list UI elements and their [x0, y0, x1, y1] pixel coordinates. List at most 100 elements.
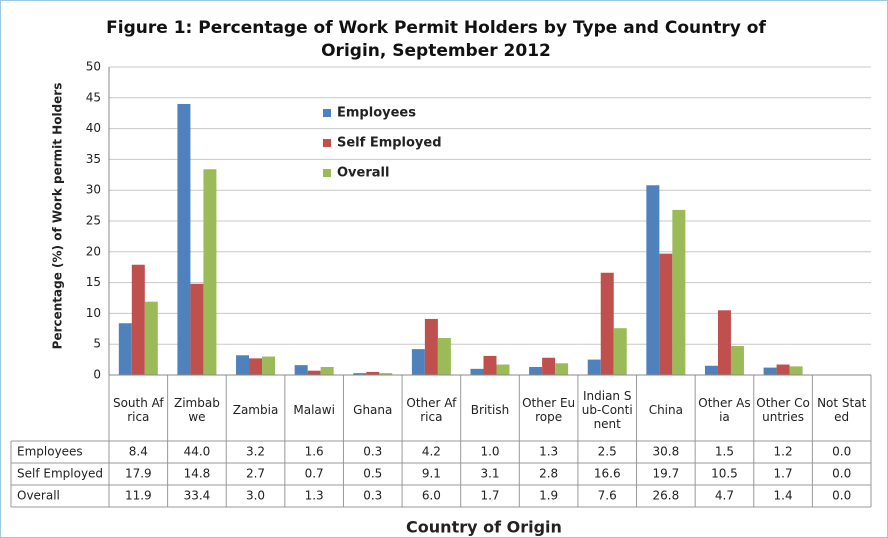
- legend-label: Employees: [337, 106, 416, 121]
- bar: [717, 310, 731, 375]
- x-tick-label: Malawi: [293, 403, 335, 417]
- bar: [379, 373, 393, 375]
- table-value: 0.0: [832, 489, 851, 503]
- x-tick-label: Not Stated: [817, 396, 867, 424]
- table-value: 19.7: [652, 467, 679, 481]
- table-value: 14.8: [184, 467, 211, 481]
- bar: [672, 209, 686, 375]
- bar: [294, 365, 308, 375]
- table-value: 1.3: [539, 445, 558, 459]
- table-value: 33.4: [184, 489, 211, 503]
- table-value: 8.4: [129, 445, 148, 459]
- bar: [236, 355, 250, 375]
- bar: [704, 365, 718, 375]
- x-tick-label: China: [648, 403, 683, 417]
- table-value: 26.8: [652, 489, 679, 503]
- y-tick-label: 25: [86, 214, 101, 228]
- bar: [437, 338, 451, 375]
- bar: [249, 358, 263, 375]
- table-value: 16.6: [594, 467, 621, 481]
- legend-swatch: [323, 139, 331, 147]
- legend-swatch: [323, 109, 331, 117]
- table-value: 0.5: [363, 467, 382, 481]
- legend-swatch: [323, 169, 331, 177]
- table-value: 0.3: [363, 445, 382, 459]
- bar: [529, 366, 543, 375]
- table-value: 3.1: [480, 467, 499, 481]
- bar: [262, 356, 276, 375]
- y-tick-label: 50: [86, 60, 101, 74]
- y-axis-title: Percentage (%) of Work permit Holders: [51, 83, 65, 350]
- bar: [320, 366, 334, 375]
- legend-label: Overall: [337, 166, 389, 181]
- table-value: 4.2: [422, 445, 441, 459]
- table-value: 1.9: [539, 489, 558, 503]
- legend-label: Self Employed: [337, 136, 442, 151]
- table-value: 2.8: [539, 467, 558, 481]
- table-value: 1.5: [715, 445, 734, 459]
- table-value: 2.5: [598, 445, 617, 459]
- table-value: 4.7: [715, 489, 734, 503]
- x-tick-label: Ghana: [353, 403, 393, 417]
- bar: [483, 355, 497, 375]
- table-value: 1.0: [480, 445, 499, 459]
- bar: [470, 368, 484, 375]
- y-tick-label: 0: [93, 368, 101, 382]
- y-tick-label: 10: [86, 306, 101, 320]
- table-value: 1.7: [774, 467, 793, 481]
- table-value: 30.8: [652, 445, 679, 459]
- bar: [600, 272, 614, 375]
- bar: [177, 103, 191, 376]
- table-value: 1.4: [774, 489, 793, 503]
- table-value: 0.3: [363, 489, 382, 503]
- table-value: 1.7: [480, 489, 499, 503]
- bar: [496, 364, 510, 375]
- table-value: 6.0: [422, 489, 441, 503]
- x-tick-label: South Africa: [112, 396, 164, 424]
- y-tick-label: 35: [86, 152, 101, 166]
- bar: [144, 301, 158, 375]
- table-value: 17.9: [125, 467, 152, 481]
- table-value: 7.6: [598, 489, 617, 503]
- bar: [190, 283, 204, 375]
- bar: [587, 359, 601, 375]
- table-value: 10.5: [711, 467, 738, 481]
- table-value: 1.3: [305, 489, 324, 503]
- x-tick-label: Other Asia: [698, 396, 751, 424]
- table-value: 0.0: [832, 467, 851, 481]
- table-value: 9.1: [422, 467, 441, 481]
- bar: [555, 363, 569, 375]
- table-value: 3.0: [246, 489, 265, 503]
- y-tick-label: 15: [86, 275, 101, 289]
- x-tick-label: Other Countries: [756, 396, 810, 424]
- chart-title: Figure 1: Percentage of Work Permit Hold…: [106, 18, 766, 61]
- y-tick-label: 5: [93, 337, 101, 351]
- table-row-label: Overall: [17, 489, 60, 503]
- table-value: 1.2: [774, 445, 793, 459]
- table-row-label: Employees: [17, 445, 83, 459]
- y-tick-label: 30: [86, 183, 101, 197]
- bar: [763, 367, 777, 375]
- x-axis-title: Country of Origin: [406, 518, 562, 537]
- table-value: 11.9: [125, 489, 152, 503]
- bar: [542, 357, 556, 375]
- y-tick-label: 40: [86, 121, 101, 135]
- bar: [366, 371, 380, 375]
- y-tick-label: 45: [86, 90, 101, 104]
- bar: [613, 328, 627, 375]
- table-value: 3.2: [246, 445, 265, 459]
- bar: [659, 253, 673, 375]
- table-value: 1.6: [305, 445, 324, 459]
- x-tick-label: Indian Sub-Continent: [581, 389, 633, 431]
- bar: [789, 366, 803, 375]
- x-tick-label: Zambia: [232, 403, 279, 417]
- x-tick-label: Zimbabwe: [173, 396, 220, 424]
- x-tick-label: British: [470, 403, 510, 417]
- table-row-label: Self Employed: [17, 467, 103, 481]
- bar: [776, 364, 790, 375]
- bar: [118, 323, 132, 375]
- table-value: 0.0: [832, 445, 851, 459]
- bar: [730, 346, 744, 375]
